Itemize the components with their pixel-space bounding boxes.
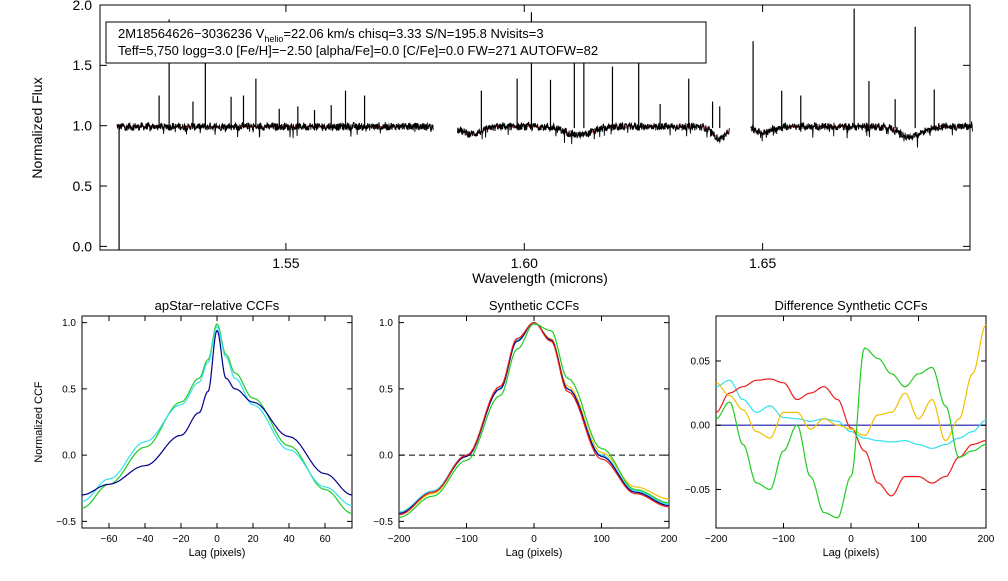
x-tick-label: −60 xyxy=(101,534,118,545)
x-tick-label: 0 xyxy=(214,534,220,545)
y-tick-label: 0.05 xyxy=(691,356,711,367)
series-green-line xyxy=(715,347,987,519)
apstar-ccf-title: apStar−relative CCFs xyxy=(155,298,280,313)
y-tick-label: 0.5 xyxy=(73,178,93,194)
series-cyan-line xyxy=(81,325,353,507)
x-tick-label: 40 xyxy=(283,534,295,545)
y-tick-label: 1.5 xyxy=(73,57,93,73)
series-red-line xyxy=(715,378,987,497)
x-tick-label: 0 xyxy=(848,534,854,545)
apstar-ccf-ticks: −60 −40 −20 0 20 40 60 −0.5 0.0 0.5 1.0 xyxy=(56,316,352,545)
series-green-line xyxy=(398,323,670,518)
apstar-ccf-xlabel: Lag (pixels) xyxy=(189,547,246,559)
y-tick-label: −0.5 xyxy=(56,517,76,528)
x-tick-label: 200 xyxy=(978,534,995,545)
x-tick-label: −20 xyxy=(173,534,190,545)
y-tick-label: 0.5 xyxy=(379,384,393,395)
y-tick-label: 0.00 xyxy=(691,421,711,432)
y-tick-label: 0.0 xyxy=(62,451,76,462)
observed-spectrum-line xyxy=(116,120,973,148)
y-tick-label: 1.0 xyxy=(73,118,93,134)
series-red-line xyxy=(398,321,670,516)
x-tick-label: −200 xyxy=(388,534,411,545)
synthetic-ccf-ticks: −200 −100 0 100 200 −0.5 0.0 0.5 1.0 xyxy=(373,316,678,545)
series-orange-line xyxy=(715,324,987,442)
spectrum-ticks: 1.55 1.60 1.65 0.0 0.5 1.0 1.5 2.0 xyxy=(73,0,970,271)
x-tick-label: 200 xyxy=(661,534,678,545)
y-tick-label: 0.0 xyxy=(379,451,393,462)
y-tick-label: 1.0 xyxy=(62,318,76,329)
header-box xyxy=(105,21,707,64)
synthetic-ccf-frame xyxy=(398,315,670,529)
spectrum-xlabel: Wavelength (microns) xyxy=(472,270,608,286)
difference-ccf-panel: Difference Synthetic CCFs −200 −100 0 100 20… xyxy=(685,298,995,559)
apstar-ccf-frame xyxy=(81,315,353,529)
synthetic-ccf-marks xyxy=(398,321,670,518)
difference-ccf-xlabel: Lag (pixels) xyxy=(823,547,880,559)
y-tick-label: 0.0 xyxy=(73,238,93,254)
spectrum-panel: 1.55 1.60 1.65 0.0 0.5 1.0 1.5 2.0 2M18564626−3… xyxy=(29,0,973,286)
x-tick-label: 100 xyxy=(910,534,927,545)
difference-ccf-marks xyxy=(715,324,987,519)
synthetic-ccf-title: Synthetic CCFs xyxy=(489,298,580,313)
y-tick-label: 2.0 xyxy=(73,0,93,13)
x-tick-label: 1.65 xyxy=(749,255,776,271)
y-tick-label: 0.5 xyxy=(62,384,76,395)
y-tick-label: −0.5 xyxy=(373,517,393,528)
x-tick-label: −200 xyxy=(705,534,728,545)
spectrum-ylabel: Normalized Flux xyxy=(29,77,45,178)
difference-ccf-frame xyxy=(715,315,987,529)
series-navy-line xyxy=(81,329,353,496)
synthetic-ccf-xlabel: Lag (pixels) xyxy=(506,547,563,559)
x-tick-label: 20 xyxy=(247,534,259,545)
y-tick-label: 1.0 xyxy=(379,318,393,329)
apstar-ccf-marks xyxy=(81,323,353,514)
x-tick-label: 1.60 xyxy=(511,255,538,271)
x-tick-label: −100 xyxy=(455,534,478,545)
x-tick-label: 60 xyxy=(319,534,331,545)
x-tick-label: −40 xyxy=(137,534,154,545)
x-tick-label: −100 xyxy=(772,534,795,545)
apstar-ccf-panel: apStar−relative CCFs −60 −40 −20 0 20 40 60 −0.… xyxy=(33,298,353,559)
y-tick-label: −0.05 xyxy=(685,485,711,496)
apstar-ccf-ylabel: Normalized CCF xyxy=(33,381,45,463)
x-tick-label: 0 xyxy=(531,534,537,545)
synthetic-ccf-panel: Synthetic CCFs −200 −100 0 100 200 −0.5 0.0 0.5… xyxy=(373,298,678,559)
series-cyan-line xyxy=(715,379,987,449)
x-tick-label: 1.55 xyxy=(272,255,299,271)
x-tick-label: 100 xyxy=(593,534,610,545)
header-line-1: 2M18564626−3036236 Vhelio=22.06 km/s chi… xyxy=(118,26,544,44)
series-green-line xyxy=(81,323,353,514)
difference-ccf-ticks: −200 −100 0 100 200 −0.05 0.00 0.05 xyxy=(685,316,995,545)
header-line-2: Teff=5,750 logg=3.0 [Fe/H]=−2.50 [alpha/… xyxy=(118,43,598,58)
difference-ccf-title: Difference Synthetic CCFs xyxy=(775,298,928,313)
